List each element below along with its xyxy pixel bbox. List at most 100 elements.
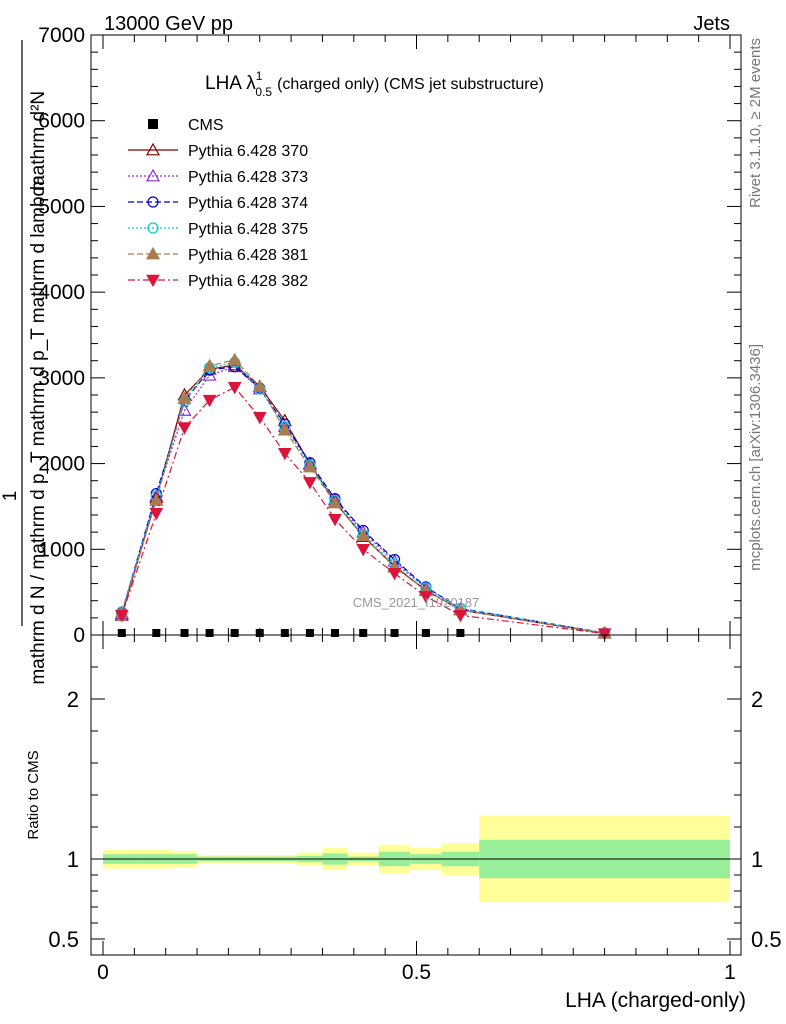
data-point	[302, 459, 317, 473]
data-point	[359, 629, 368, 637]
ratio-x-ticks: 0 0.5 1	[97, 635, 736, 984]
legend-label: CMS	[188, 117, 224, 134]
series-line	[121, 366, 605, 634]
series-line	[121, 364, 605, 634]
data-point	[180, 629, 189, 637]
main-y-tick-label: 5000	[38, 195, 85, 218]
main-y-tick-label: 6000	[38, 110, 85, 133]
data-point	[356, 543, 371, 557]
header-right: Jets	[693, 13, 730, 35]
legend-label: Pythia 6.428 374	[188, 195, 308, 212]
legend-entry: Pythia 6.428 375	[128, 221, 308, 238]
y-label-numerator: mathrm d²N	[28, 91, 49, 191]
data-point	[252, 411, 267, 425]
legend-marker	[145, 142, 161, 156]
legend-marker	[145, 246, 161, 260]
ratio-y-tick-label: 1	[67, 847, 79, 872]
header-left: 13000 GeV pp	[104, 13, 233, 35]
mcplots-label: mcplots.cern.ch [arXiv:1306.3436]	[747, 344, 764, 571]
data-point	[277, 422, 292, 436]
data-point	[252, 379, 267, 392]
legend-entry: CMS	[148, 117, 224, 134]
y-label-prefix: 1	[0, 491, 21, 502]
rivet-label: Rivet 3.1.10, ≥ 2M events	[747, 38, 764, 208]
data-point	[328, 513, 342, 527]
x-tick-label: 0.5	[402, 961, 431, 984]
legend-entry: Pythia 6.428 381	[128, 246, 308, 264]
data-point	[387, 567, 402, 581]
x-tick-label: 1	[724, 961, 736, 984]
ratio-y-tick-label: 0.5	[48, 927, 79, 952]
main-panel: 0 1000 2000 3000 4000 5000 6000 7000 CMS_2021_I…	[0, 24, 742, 685]
data-point	[597, 628, 612, 641]
data-point	[149, 507, 164, 521]
data-point	[227, 352, 242, 366]
data-point	[152, 629, 161, 637]
title-sup: 1	[256, 69, 263, 83]
data-point	[177, 391, 192, 404]
x-axis-label: LHA (charged-only)	[565, 989, 746, 1012]
ratio-y-ticks: 0.5 0.5 1 1 2 2	[48, 666, 782, 952]
data-point	[421, 629, 430, 637]
data-point	[149, 493, 164, 506]
legend-marker	[145, 168, 161, 182]
ratio-frame	[90, 634, 742, 956]
data-point	[205, 629, 214, 637]
data-point	[280, 629, 289, 637]
ratio-panel: 0.5 0.51 12 2 0 0.5 1 Ratio to CMS LHA (charg…	[25, 634, 782, 1012]
data-point	[327, 495, 343, 509]
main-y-ticks: 0 1000 2000 3000 4000 5000 6000 7000	[38, 24, 741, 647]
legend-marker	[146, 274, 160, 288]
series-line	[121, 366, 605, 634]
series-6	[114, 381, 612, 641]
ratio-y-label: Ratio to CMS	[25, 750, 42, 839]
data-point	[202, 394, 217, 408]
main-y-tick-label: 4000	[38, 281, 85, 304]
ratio-y-tick-label-right: 0.5	[751, 927, 782, 952]
ratio-y-tick-label-right: 2	[751, 687, 763, 712]
data-point	[453, 609, 468, 623]
legend: CMS Pythia 6.428 370 Pythia 6.428 373 Pythi…	[128, 117, 308, 290]
series-line	[121, 361, 605, 634]
main-series-group	[114, 352, 612, 641]
ratio-y-tick-label-right: 1	[751, 847, 763, 872]
data-point	[230, 629, 239, 637]
data-point	[117, 629, 126, 637]
data-point	[177, 422, 192, 435]
legend-marker	[147, 196, 159, 208]
legend-label: Pythia 6.428 373	[188, 169, 308, 186]
legend-marker	[148, 119, 158, 129]
data-point	[305, 629, 314, 637]
data-point	[114, 609, 129, 623]
data-point	[330, 629, 339, 637]
data-point	[456, 629, 465, 637]
legend-label: Pythia 6.428 382	[188, 273, 308, 290]
legend-marker	[147, 222, 159, 234]
legend-label: Pythia 6.428 370	[188, 143, 308, 160]
series-0	[117, 629, 465, 637]
data-point	[356, 528, 371, 541]
legend-entry: Pythia 6.428 374	[128, 195, 308, 212]
main-y-tick-label: 1000	[38, 538, 85, 561]
series-line	[121, 359, 605, 634]
data-point	[202, 358, 217, 372]
y-label-denominator: mathrm d N / mathrm d p_T mathrm d p_T m…	[28, 175, 49, 685]
legend-label: Pythia 6.428 381	[188, 247, 308, 264]
chart-title: LHA λ1 0.5 (charged only) (CMS jet substru…	[205, 69, 544, 99]
legend-entry: Pythia 6.428 373	[128, 168, 308, 186]
title-main: LHA λ	[205, 73, 256, 94]
main-y-tick-label: 2000	[38, 453, 85, 476]
main-y-tick-label: 7000	[38, 24, 85, 47]
legend-entry: Pythia 6.428 370	[128, 142, 308, 160]
x-tick-label: 0	[97, 961, 109, 984]
data-point	[390, 629, 399, 637]
data-point	[227, 381, 242, 395]
legend-label: Pythia 6.428 375	[188, 221, 308, 238]
ratio-y-tick-label: 2	[67, 687, 79, 712]
main-y-tick-label: 0	[73, 624, 85, 647]
data-point	[255, 629, 264, 637]
watermark: CMS_2021_I1920187	[353, 595, 480, 610]
title-sub: 0.5	[255, 85, 272, 99]
data-point	[303, 477, 317, 490]
